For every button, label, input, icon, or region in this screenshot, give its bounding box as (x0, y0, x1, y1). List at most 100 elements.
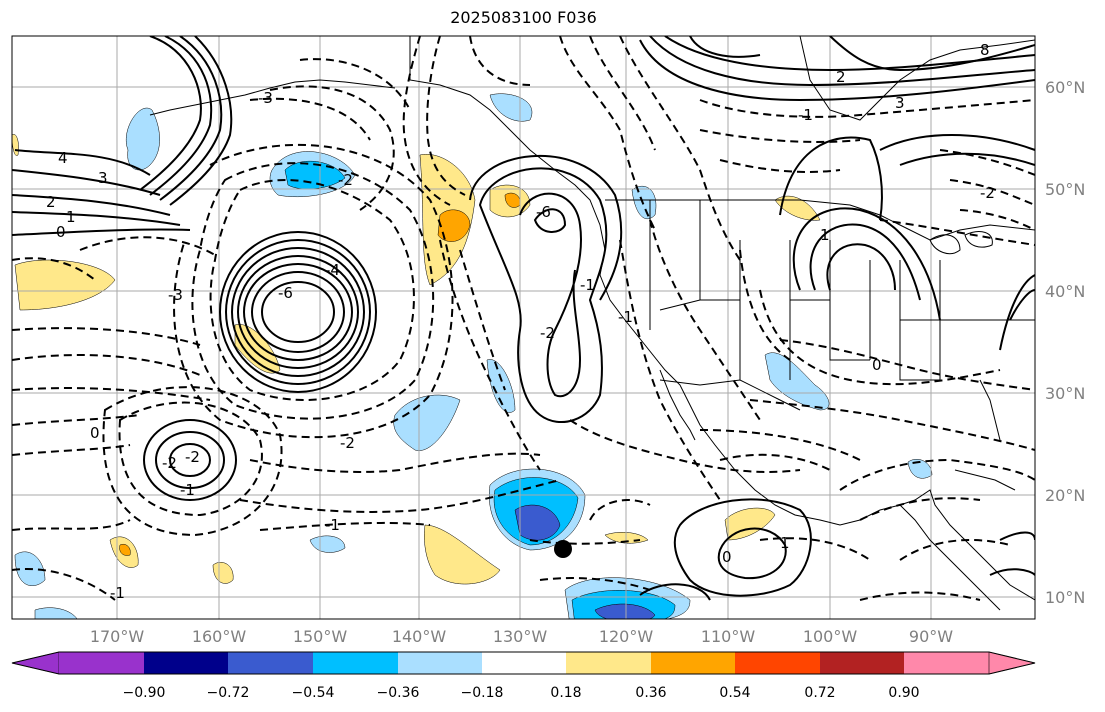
shade-lightblue-13 (34, 607, 78, 619)
lon-label: 100°W (803, 627, 858, 646)
colorbar-outline (11, 651, 1036, 675)
shade-lightblue-4 (393, 394, 461, 451)
contour-label: -4 (325, 261, 340, 279)
map-title: 2025083100 F036 (450, 8, 597, 27)
mexico-border (659, 379, 801, 411)
contour-label: 1 (66, 208, 76, 226)
colorbar-tick-label: −0.90 (123, 685, 166, 701)
colorbar: −0.90 −0.72 −0.54 −0.36 −0.18 0.18 0.36 … (11, 651, 1036, 701)
contour-label: 8 (980, 41, 990, 59)
shade-lightblue-5 (486, 359, 516, 413)
lon-label: 110°W (701, 627, 756, 646)
colorbar-segment (228, 652, 313, 674)
lat-label: 10°N (1045, 588, 1085, 607)
contour-label: 3 (895, 94, 905, 112)
contour-label: 3 (98, 169, 108, 187)
contour-label: 2 (836, 68, 846, 86)
contour-label: -6 (278, 284, 293, 302)
shade-lightblue-9 (309, 535, 346, 553)
shade-lightblue-12 (907, 459, 933, 479)
contour-label: -2 (540, 324, 555, 342)
hudson-bay (799, 36, 1035, 121)
lat-label: 20°N (1045, 486, 1085, 505)
colorbar-segment (566, 652, 651, 674)
baja (659, 369, 696, 441)
contour-label: -1 (180, 481, 195, 499)
contour-label: 1 (780, 534, 790, 552)
map-frame (11, 35, 1036, 620)
shade-cyan-2 (284, 160, 346, 190)
contour-label: 0 (56, 223, 66, 241)
graticule (12, 36, 1035, 619)
lon-label: 130°W (493, 627, 548, 646)
contours-solid (12, 36, 1035, 601)
cuba (954, 469, 1016, 491)
contours-dashed (12, 36, 1035, 601)
lon-label: 120°W (599, 627, 654, 646)
colorbar-segment (398, 652, 482, 674)
colorbar-segment (313, 652, 398, 674)
shade-yellow-5 (424, 524, 501, 585)
latitude-labels: 60°N 50°N 40°N 30°N 20°N 10°N (1045, 78, 1085, 607)
lat-label: 40°N (1045, 282, 1085, 301)
shade-blue-6 (514, 504, 561, 541)
lon-label: 150°W (293, 627, 348, 646)
colorbar-segment (144, 652, 228, 674)
contour-label: -2 (980, 184, 995, 202)
contour-labels: 4 3 2 1 0 -3 -4 -6 -6 -2 -1 -2 -2 -1 0 -… (46, 41, 995, 602)
contour-label: -3 (168, 286, 183, 304)
colorbar-tick-label: −0.36 (377, 685, 420, 701)
longitude-labels: 170°W 160°W 150°W 140°W 130°W 120°W 110°… (90, 627, 953, 646)
contour-label: 1 (820, 226, 830, 244)
shade-lightblue-3 (489, 93, 533, 122)
colorbar-tick-label: −0.54 (292, 685, 335, 701)
contour-label: -1 (798, 106, 813, 124)
colorbar-tick-label: 0.18 (550, 685, 581, 701)
colorbar-segment (735, 652, 820, 674)
great-lakes (929, 231, 993, 255)
canada-border (605, 199, 1035, 241)
colorbar-segment (820, 652, 904, 674)
shade-lightblue-1 (126, 107, 160, 171)
colorbar-extend-left (11, 651, 60, 675)
shade-yellow-10 (774, 195, 821, 221)
colorbar-tick-label: −0.72 (207, 685, 250, 701)
lon-label: 160°W (192, 627, 247, 646)
contour-label: 0 (722, 548, 732, 566)
contour-label: -3 (258, 89, 273, 107)
contour-label: -1 (110, 584, 125, 602)
lat-label: 50°N (1045, 180, 1085, 199)
colorbar-segment (482, 652, 566, 674)
colorbar-segment (59, 652, 144, 674)
shade-blue-7 (594, 603, 656, 619)
colorbar-tick-label: 0.54 (719, 685, 750, 701)
colorbar-segment (651, 652, 735, 674)
florida (979, 379, 1001, 441)
colorbar-tick-label: −0.18 (461, 685, 504, 701)
contour-label: -1 (580, 276, 595, 294)
colorbar-tick-label: 0.36 (635, 685, 666, 701)
shade-yellow-1 (14, 259, 116, 311)
lon-label: 140°W (392, 627, 447, 646)
contour-label: -6 (536, 203, 551, 221)
coastlines (149, 36, 1035, 611)
storm-center-dot (554, 540, 572, 558)
contour-label: -1 (618, 308, 633, 326)
central-america (899, 504, 1001, 611)
contour-label: -1 (325, 516, 340, 534)
contour-label: 0 (872, 356, 882, 374)
shade-orange-6 (119, 544, 131, 556)
shade-yellow-7 (212, 562, 234, 584)
lon-label: 90°W (909, 627, 953, 646)
contour-label: 2 (46, 193, 56, 211)
alaska-coast (409, 36, 1035, 601)
contour-label: 4 (58, 149, 68, 167)
colorbar-segment (904, 652, 989, 674)
contour-label: -2 (338, 171, 353, 189)
colorbar-tick-label: 0.72 (804, 685, 835, 701)
contour-label: -2 (185, 448, 200, 466)
shade-orange-2 (437, 209, 471, 242)
lat-label: 30°N (1045, 384, 1085, 403)
contour-label: 0 (90, 424, 100, 442)
